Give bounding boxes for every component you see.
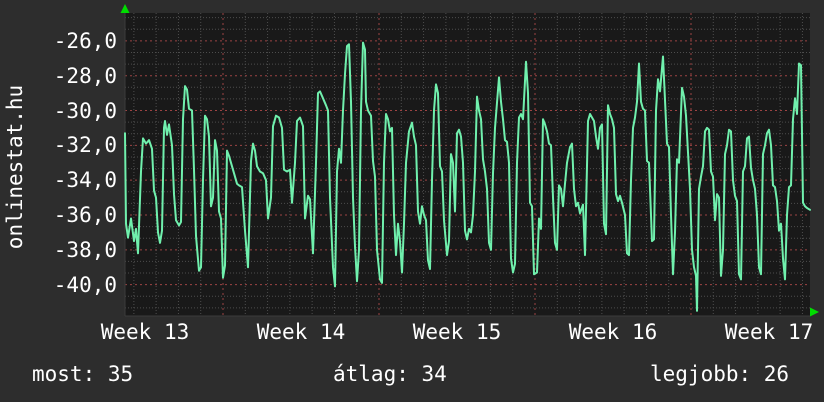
stat-legjobb: legjobb: 26 — [650, 362, 790, 386]
y-tick-label: -36,0 — [53, 203, 117, 227]
data-line — [124, 41, 811, 312]
x-tick-label: Week 13 — [100, 320, 190, 344]
y-tick-label: -34,0 — [53, 168, 117, 193]
stat-atlag: átlag: 34 — [333, 362, 447, 386]
y-tick-label: -32,0 — [53, 133, 117, 158]
plot-area — [125, 13, 810, 316]
y-tick-label: -40,0 — [53, 272, 117, 297]
y-tick-label: -38,0 — [53, 237, 117, 262]
stat-most: most: 35 — [32, 362, 134, 386]
x-axis-arrow-icon — [810, 307, 819, 317]
y-tick-label: -28,0 — [53, 63, 117, 88]
y-tick-label: -26,0 — [53, 28, 117, 53]
x-tick-label: Week 16 — [568, 320, 658, 344]
y-axis-arrow-icon — [120, 4, 130, 13]
x-tick-label: Week 15 — [412, 320, 502, 344]
x-tick-label: Week 17 — [724, 320, 814, 344]
y-tick-label: -30,0 — [53, 98, 117, 123]
vertical-site-title: onlinestat.hu — [3, 84, 27, 250]
x-tick-label: Week 14 — [256, 320, 346, 344]
